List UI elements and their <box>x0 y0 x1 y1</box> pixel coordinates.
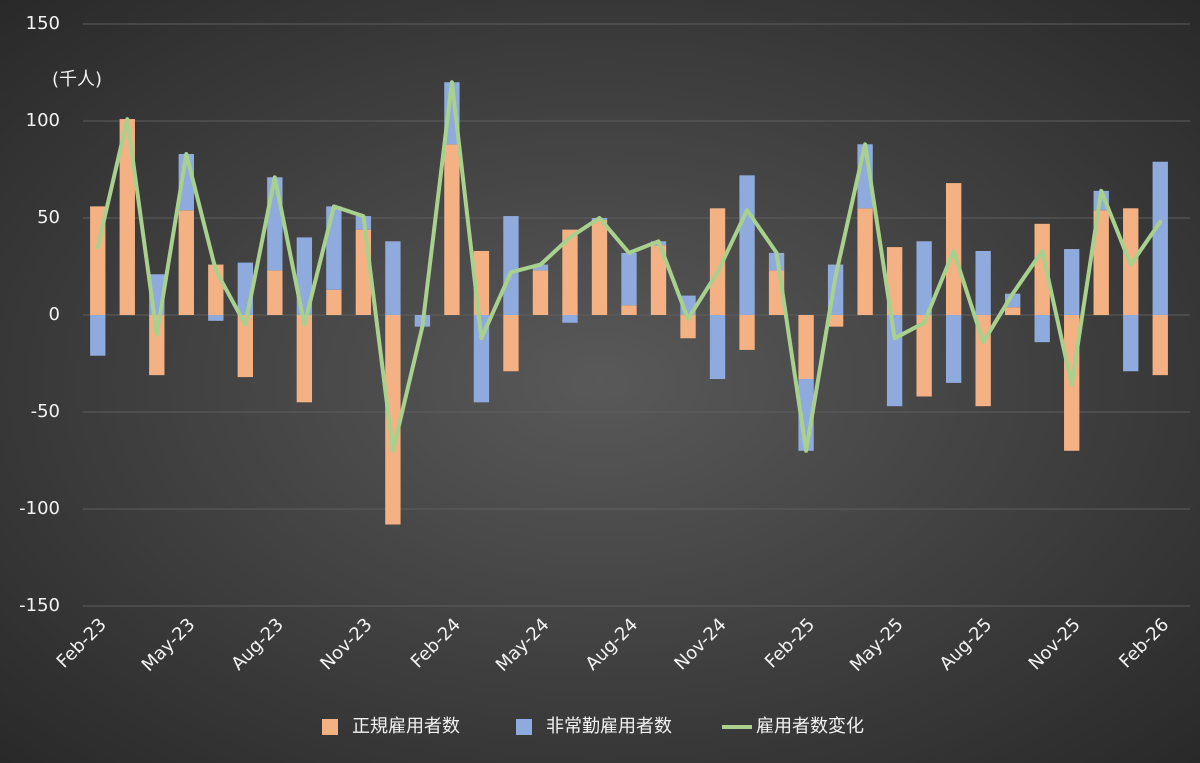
bar <box>562 315 578 323</box>
bar <box>650 245 667 315</box>
bar <box>1152 315 1168 376</box>
bar <box>1093 210 1109 315</box>
y-tick-label: 100 <box>26 110 60 131</box>
bar <box>680 315 696 339</box>
legend-label: 正規雇用者数 <box>352 716 460 737</box>
bar <box>385 241 401 315</box>
bar <box>1005 307 1021 315</box>
line <box>95 80 1163 453</box>
bar <box>1123 315 1139 372</box>
bar <box>798 315 814 380</box>
legend-swatch <box>516 719 532 735</box>
bar <box>621 305 637 315</box>
bar <box>532 270 549 315</box>
bar <box>945 315 962 383</box>
bar <box>444 144 460 315</box>
bar <box>267 270 283 315</box>
y-tick-label: -150 <box>19 595 60 616</box>
bar <box>90 315 106 356</box>
y-tick-label: -100 <box>19 498 60 519</box>
bar <box>1034 223 1050 315</box>
bar <box>621 252 637 306</box>
bar <box>503 216 519 315</box>
bar <box>562 229 578 315</box>
bar <box>296 315 313 403</box>
legend-label: 雇用者数変化 <box>756 716 864 737</box>
bar <box>326 289 342 315</box>
bar <box>385 315 401 525</box>
y-tick-label: -50 <box>31 401 60 422</box>
bar <box>208 315 224 321</box>
bar <box>1034 315 1050 343</box>
unit-label: (千人) <box>52 69 102 90</box>
bar <box>916 315 932 397</box>
bar <box>532 264 549 271</box>
bar <box>709 208 726 315</box>
legend-label: 非常勤雇用者数 <box>546 716 672 737</box>
bar <box>237 315 253 378</box>
bar <box>267 177 283 271</box>
legend-swatch <box>322 719 338 735</box>
bar <box>886 247 903 315</box>
bar <box>1152 161 1168 315</box>
bar <box>916 241 932 315</box>
bar <box>827 315 844 327</box>
bar <box>178 210 194 315</box>
legend: 正規雇用者数 非常勤雇用者数 雇用者数変化 <box>322 716 864 737</box>
bar <box>975 250 991 315</box>
bar <box>149 315 165 376</box>
y-tick-label: 50 <box>37 207 60 228</box>
bar <box>503 315 519 372</box>
bar <box>709 315 726 380</box>
y-tick-label: 150 <box>26 13 60 34</box>
bar <box>591 219 608 315</box>
bar <box>739 315 755 350</box>
bar <box>326 206 342 290</box>
y-tick-label: 0 <box>49 304 60 325</box>
bar <box>857 208 873 315</box>
bar <box>739 175 755 315</box>
bar <box>119 119 135 315</box>
bar <box>1064 249 1080 315</box>
bar <box>473 315 490 403</box>
